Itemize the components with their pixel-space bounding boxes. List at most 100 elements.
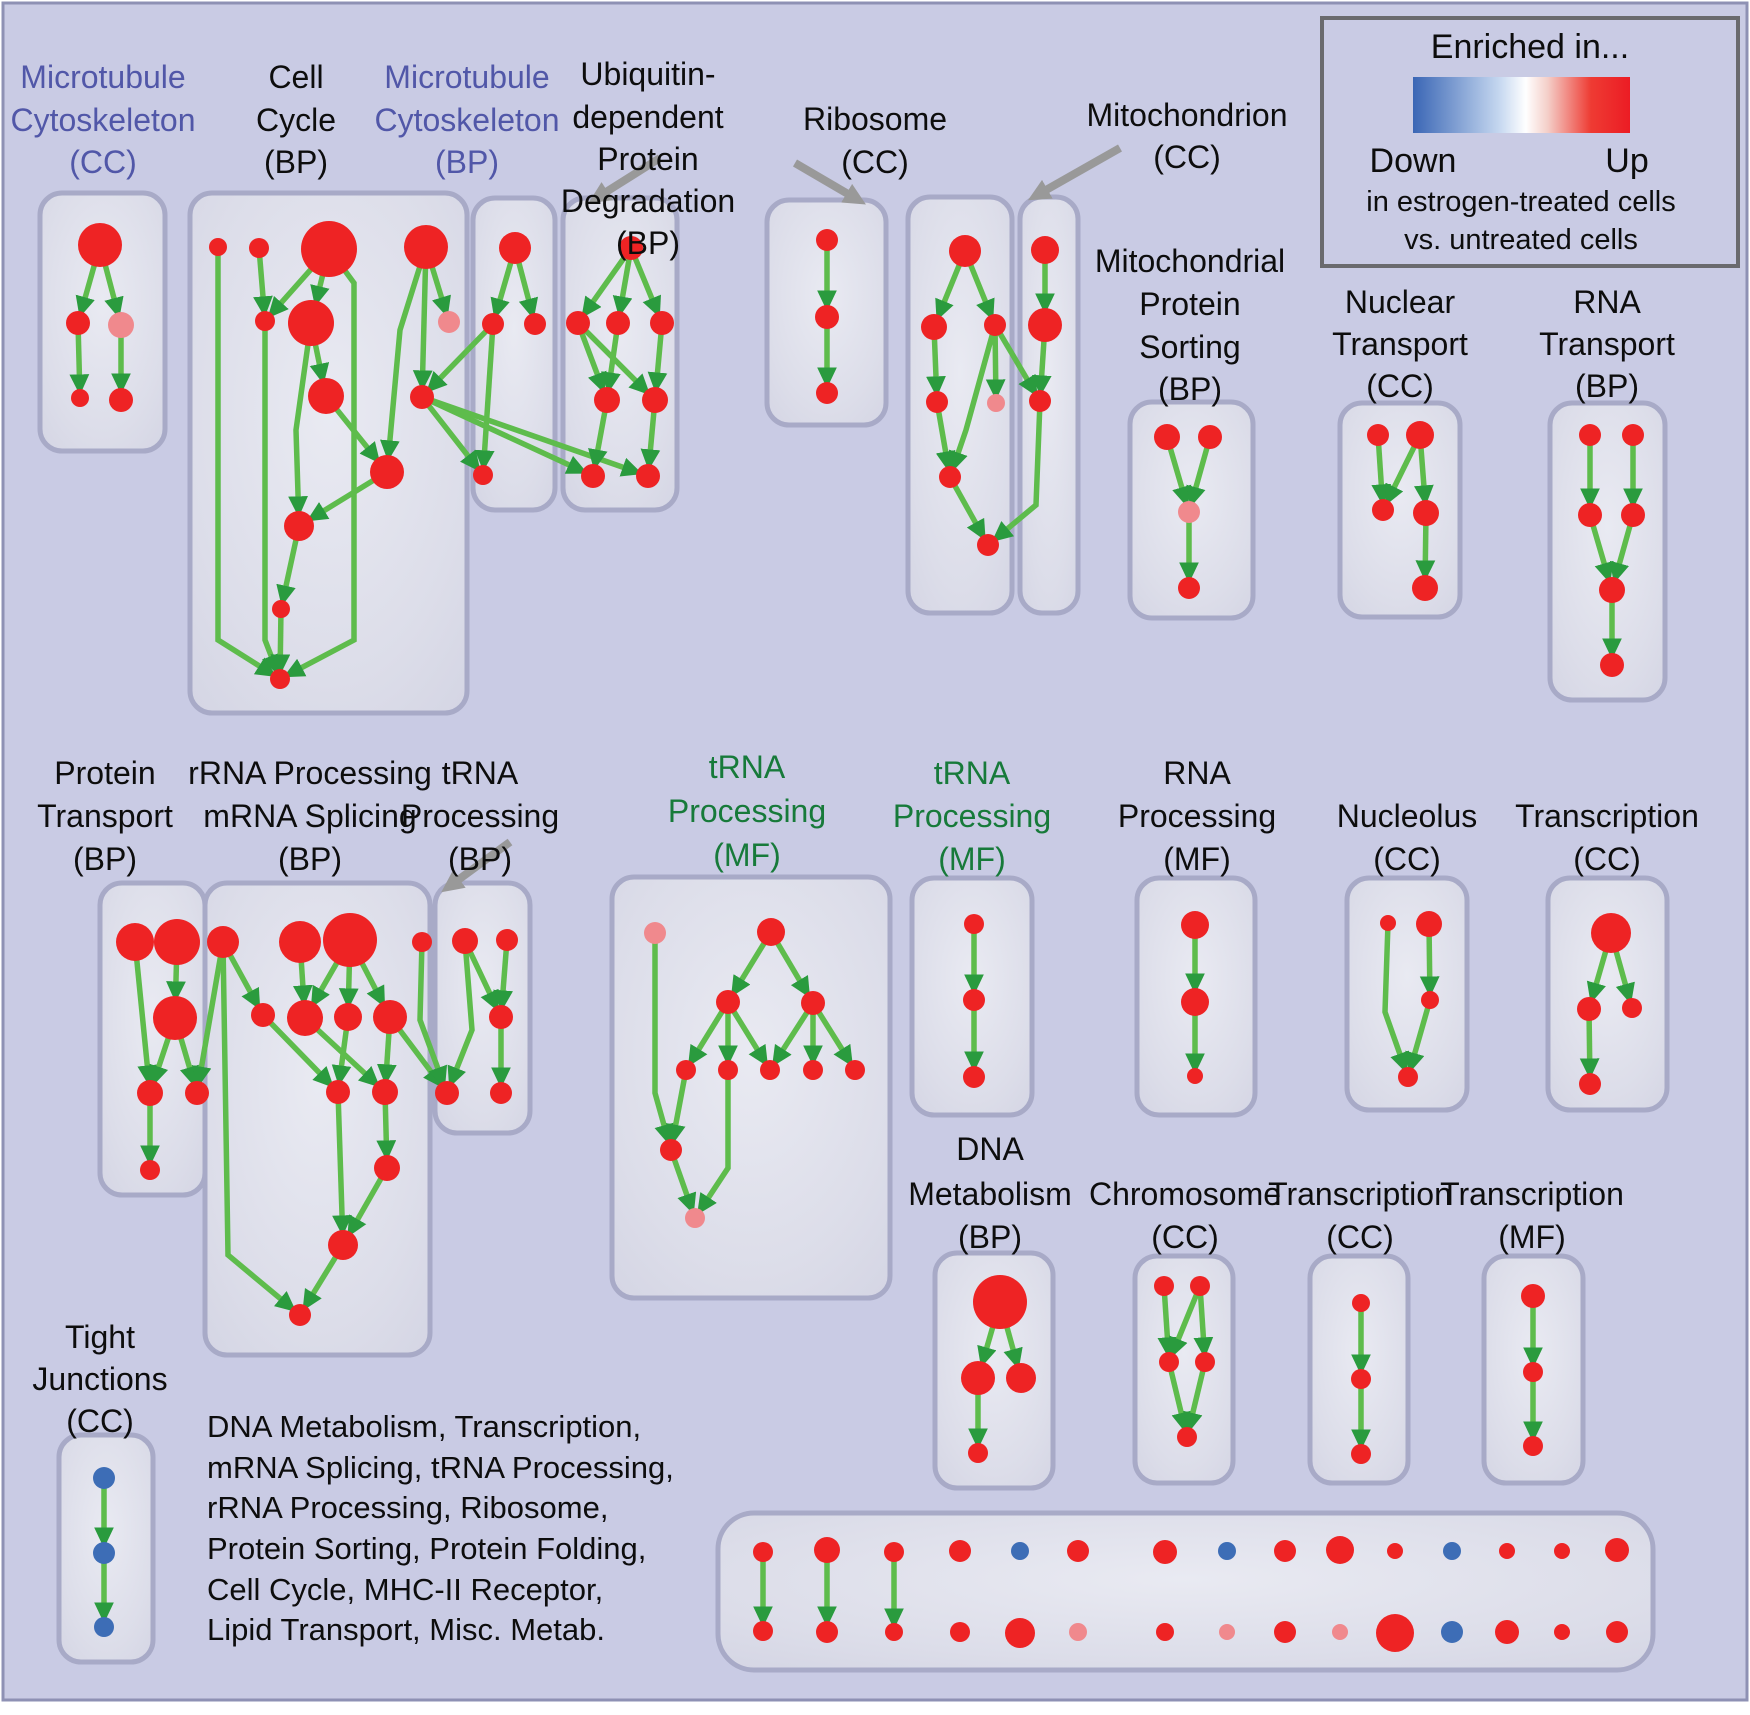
gene-node-o3 [1421,991,1439,1009]
legend-box [1320,16,1740,268]
gene-node-cc3 [301,221,357,277]
edge-rr6-rr10 [311,1023,381,1088]
gene-node-z1 [1521,1284,1545,1308]
gene-node-mt_12 [1443,1542,1461,1560]
cluster-label-rpmf: RNA Processing (MF) [1118,755,1276,877]
gene-node-cc11 [284,511,314,541]
cluster-label-mtcc: Microtubule Cytoskeleton (CC) [11,59,196,180]
gene-node-mt_4 [949,1540,971,1562]
edge-trbp2-trbp3 [493,946,513,1012]
gene-node-g7 [760,1060,780,1080]
gene-node-v1 [964,914,984,934]
edge-g3-g7 [729,1006,769,1067]
gene-node-cc1 [209,238,227,256]
gene-node-mps1 [1154,424,1180,450]
gene-node-o1 [1380,915,1396,931]
cluster-box-chr [1132,1253,1236,1486]
edge-rt3-rt5 [1589,521,1614,584]
cluster-label-line: (MF) [713,837,781,873]
legend: Enriched in... Down Up in estrogen-treated … [1320,16,1740,268]
cluster-label-line: Processing [668,793,826,829]
gene-node-g9 [845,1060,865,1080]
cluster-label-tcc1: Transcription (CC) [1515,798,1699,877]
gene-node-h3 [1159,1352,1179,1372]
misc-terms-line: Lipid Transport, Misc. Metab. [207,1612,605,1647]
gene-node-pt5 [185,1081,209,1105]
cluster-label-line: Transport [37,798,173,834]
gene-node-mtbp3 [524,313,546,335]
cluster-box-nt [1337,400,1463,620]
misc-terms-line: mRNA Splicing, tRNA Processing, [207,1450,674,1485]
cluster-label-line: (BP) [1158,371,1222,407]
gene-node-g1 [644,922,666,944]
cluster-label-line: tRNA [442,755,519,791]
gene-node-rr13 [289,1304,311,1326]
gene-node-rib4 [926,391,948,413]
cluster-label-line: Microtubule [20,59,185,95]
gene-node-rib8 [977,534,999,556]
gene-node-mb_4 [950,1622,970,1642]
cluster-label-line: Transcription [1268,1176,1452,1212]
cluster-label-dnam: DNA Metabolism (BP) [908,1131,1072,1255]
edge-rr9-rr12 [332,1099,352,1237]
cluster-label-line: Processing [893,798,1051,834]
edge-rr1-pt5 [191,950,225,1088]
gene-node-mb_13 [1495,1620,1519,1644]
edge-rr12-rr13 [302,1251,341,1311]
gene-node-mtcc3 [108,312,134,338]
cluster-label-tcc2: Transcription (CC) [1268,1176,1452,1255]
gene-node-x1 [1591,913,1631,953]
edge-cc2-cc5 [253,253,273,318]
gene-node-j2 [93,1542,115,1564]
cluster-label-nuc: Nucleolus (CC) [1337,798,1478,877]
cluster-label-line: rRNA Processing [188,755,432,791]
gene-node-cc4 [404,225,448,269]
edge-cc9-ub7 [427,397,588,474]
edge-cc4-cc9 [412,260,433,392]
edge-g4-g7 [772,1007,812,1067]
cluster-box-rt [1547,400,1668,703]
gene-node-v3 [963,1066,985,1088]
gene-node-rr7 [334,1003,362,1031]
edge-g6-g11 [697,1076,731,1215]
callout-arrow-icon-4 [441,838,513,893]
gene-node-mito1 [1031,236,1059,264]
gene-node-j3 [94,1617,114,1637]
gene-node-rt2 [1622,424,1644,446]
gene-node-mtbp2 [482,313,504,335]
edge-cc4-cc10 [380,258,425,462]
cluster-label-line: Cell [268,59,323,95]
gene-node-g3 [716,990,740,1014]
gene-node-z3 [1523,1436,1543,1456]
cluster-label-line: Nuclear [1345,284,1456,320]
edge-mtbp2-mtbp4 [474,330,496,472]
cluster-label-nt: Nuclear Transport (CC) [1332,284,1468,404]
callout-arrow-icon-3 [1027,144,1122,201]
edge-rib3-rib7 [948,330,996,473]
gene-node-mt_8 [1218,1542,1236,1560]
callout-arrow-icon-2 [792,159,866,205]
cluster-label-line: Mitochondrion [1087,97,1288,133]
gene-node-w1 [1181,911,1209,939]
misc-terms-text-block: DNA Metabolism, Transcription, mRNA Splic… [207,1409,674,1647]
gene-node-rr1 [207,926,239,958]
gene-node-mb_2 [816,1621,838,1643]
cluster-label-line: Processing [1118,798,1276,834]
edge-trbp1-trbp3 [465,946,499,1012]
legend-subtitle-1: in estrogen-treated cells [1366,186,1676,218]
cluster-label-line: Transport [1332,326,1468,362]
gene-node-cc9 [410,385,434,409]
gene-node-mt_9 [1274,1540,1296,1562]
gene-node-mb_12 [1441,1621,1463,1643]
gene-node-g11 [685,1208,705,1228]
edge-nt4-nt5 [1415,520,1436,582]
edge-ub1-ub4 [631,253,661,318]
gene-node-trbp3 [489,1005,513,1029]
cluster-label-pt: Protein Transport (BP) [37,755,173,877]
edge-rib1-rib2 [935,258,964,321]
gene-node-rib2 [921,314,947,340]
cluster-label-line: (BP) [616,225,680,261]
gene-node-cc8 [308,378,344,414]
cluster-label-line: Cytoskeleton [11,102,196,138]
gene-node-cc2 [249,238,269,258]
